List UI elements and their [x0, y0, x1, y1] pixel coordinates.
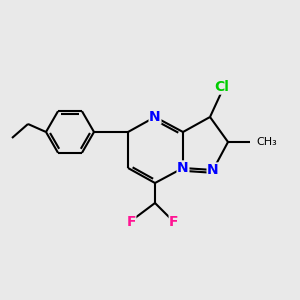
Text: Cl: Cl [214, 80, 230, 94]
Text: N: N [207, 163, 219, 177]
Text: F: F [126, 215, 136, 229]
Text: CH₃: CH₃ [256, 137, 277, 147]
Text: N: N [149, 110, 161, 124]
Text: F: F [169, 215, 179, 229]
Text: N: N [177, 161, 189, 175]
